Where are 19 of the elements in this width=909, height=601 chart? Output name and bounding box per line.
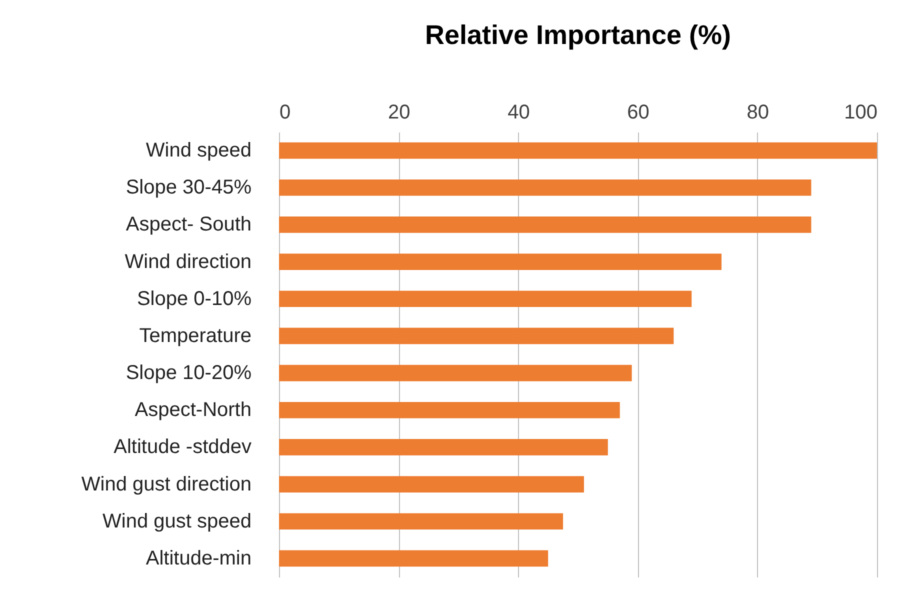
y-tick-label: Slope 30-45% — [126, 176, 252, 199]
y-tick-label: Altitude-min — [146, 547, 252, 570]
x-tick-label: 20 — [388, 102, 410, 124]
y-tick-label: Temperature — [139, 324, 252, 347]
y-tick-label: Wind speed — [146, 140, 252, 162]
y-tick-label: Altitude -stddev — [114, 436, 252, 458]
y-tick-label: Slope 0-10% — [136, 288, 252, 310]
x-tick-label: 0 — [280, 102, 291, 124]
chart-title: Relative Importance (%) — [424, 20, 732, 50]
y-tick-label: Wind direction — [124, 250, 252, 273]
x-tick-label: 40 — [508, 102, 530, 124]
y-tick-label: Slope 10-20% — [126, 362, 252, 384]
y-tick-label: Wind gust direction — [81, 473, 252, 496]
x-tick-label: 100 — [844, 102, 878, 124]
x-tick-label: 80 — [746, 102, 770, 124]
y-tick-label: Wind gust speed — [102, 510, 252, 532]
y-tick-label: Aspect-North — [134, 399, 252, 422]
x-tick-label: 60 — [627, 102, 650, 124]
y-tick-label: Aspect- South — [126, 214, 252, 236]
